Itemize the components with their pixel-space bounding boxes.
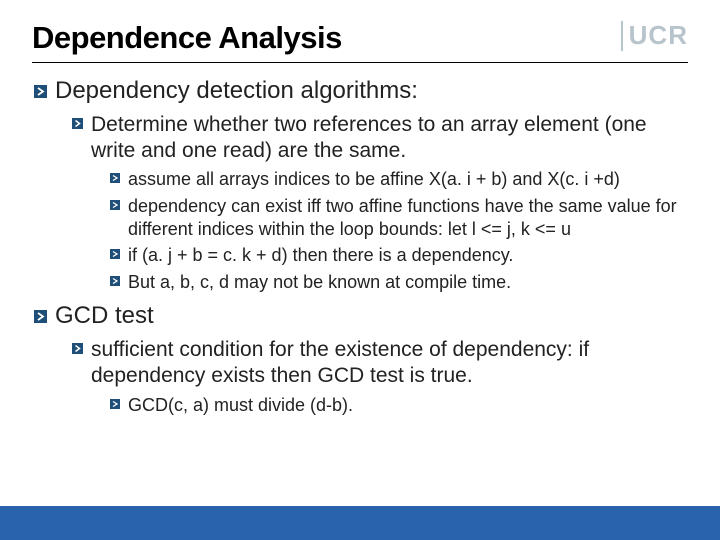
list-text: assume all arrays indices to be affine X… — [128, 168, 620, 191]
list-text: sufficient condition for the existence o… — [91, 337, 688, 390]
list-item-l2: Determine whether two references to an a… — [72, 112, 688, 165]
list-item-l1: GCD test — [34, 302, 688, 331]
list-item-l1: Dependency detection algorithms: — [34, 77, 688, 106]
list-item-l3: if (a. j + b = c. k + d) then there is a… — [110, 244, 688, 267]
chevron-bullet-icon — [110, 249, 120, 259]
list-item-l3: But a, b, c, d may not be known at compi… — [110, 271, 688, 294]
chevron-bullet-icon — [72, 343, 83, 354]
list-item-l3: assume all arrays indices to be affine X… — [110, 168, 688, 191]
page-title: Dependence Analysis — [32, 20, 342, 56]
list-text: GCD test — [55, 302, 154, 331]
list-item-l3: dependency can exist iff two affine func… — [110, 195, 688, 242]
list-text: dependency can exist iff two affine func… — [128, 195, 688, 242]
content-body: Dependency detection algorithms: Determi… — [32, 77, 688, 417]
list-item-l3: GCD(c, a) must divide (d-b). — [110, 394, 688, 417]
chevron-bullet-icon — [34, 310, 47, 323]
footer-bar — [0, 506, 720, 540]
l3-group: GCD(c, a) must divide (d-b). — [72, 394, 688, 417]
header: Dependence Analysis UCR — [32, 20, 688, 63]
l2-group: Determine whether two references to an a… — [34, 112, 688, 294]
chevron-bullet-icon — [110, 276, 120, 286]
l2-group: sufficient condition for the existence o… — [34, 337, 688, 417]
list-text: if (a. j + b = c. k + d) then there is a… — [128, 244, 513, 267]
list-text: Dependency detection algorithms: — [55, 77, 418, 106]
slide: Dependence Analysis UCR Dependency detec… — [0, 0, 720, 540]
chevron-bullet-icon — [110, 399, 120, 409]
logo-bar-icon — [621, 21, 623, 51]
chevron-bullet-icon — [110, 173, 120, 183]
logo: UCR — [621, 20, 688, 51]
chevron-bullet-icon — [72, 118, 83, 129]
list-text: Determine whether two references to an a… — [91, 112, 688, 165]
list-text: GCD(c, a) must divide (d-b). — [128, 394, 353, 417]
l3-group: assume all arrays indices to be affine X… — [72, 168, 688, 294]
chevron-bullet-icon — [110, 200, 120, 210]
list-item-l2: sufficient condition for the existence o… — [72, 337, 688, 390]
list-text: But a, b, c, d may not be known at compi… — [128, 271, 511, 294]
logo-text: UCR — [629, 20, 688, 51]
chevron-bullet-icon — [34, 85, 47, 98]
